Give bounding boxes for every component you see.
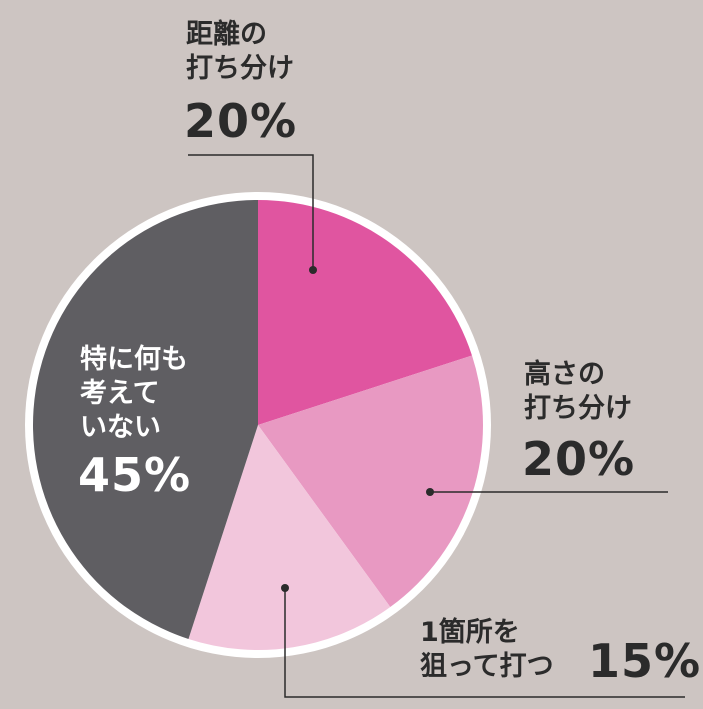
leaders (188, 154, 685, 698)
value-label: 20% (184, 94, 298, 148)
pie-slice (258, 355, 483, 608)
leader-line (284, 588, 685, 698)
category-label: 高さの 打ち分け (524, 359, 632, 424)
leader-dot (281, 584, 289, 592)
leader-dot (309, 266, 317, 274)
pie-slice (32, 200, 258, 639)
value-label: 20% (522, 432, 636, 486)
leader-dot (426, 488, 434, 496)
value-label: 45% (78, 448, 192, 502)
pie-slice (188, 425, 391, 650)
pie-slice (258, 200, 472, 425)
category-label: 1箇所を 狙って打つ (420, 617, 554, 682)
category-label: 特に何も 考えて いない (80, 344, 188, 443)
leader-line (188, 154, 314, 270)
value-label: 15% (588, 634, 702, 688)
category-label: 距離の 打ち分け (186, 19, 294, 84)
